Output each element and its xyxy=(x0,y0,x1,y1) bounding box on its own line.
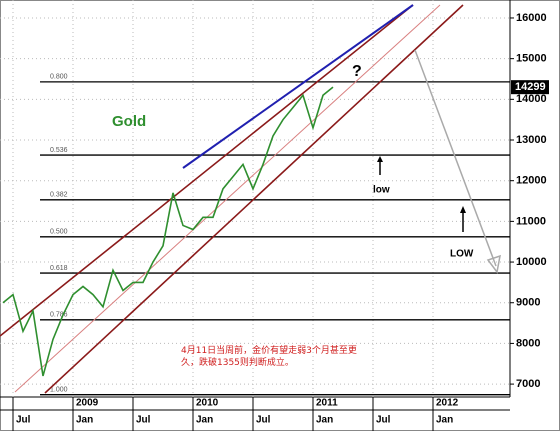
x-tick-label: Jul xyxy=(136,415,151,426)
level-label: 0.500 xyxy=(50,229,68,236)
level-label: 0.382 xyxy=(50,192,68,199)
forecast-arrow xyxy=(414,49,497,267)
plot-layer xyxy=(2,86,334,377)
x-tick-label: Jul xyxy=(376,415,391,426)
resistance-line xyxy=(182,4,414,169)
low-label: LOW xyxy=(450,249,474,260)
grid-layer xyxy=(0,0,510,397)
x-tick-label: Jul xyxy=(16,415,31,426)
series-label: Gold xyxy=(112,113,146,130)
year-label: 2012 xyxy=(436,398,459,409)
x-tick-label: Jul xyxy=(256,415,271,426)
low-label: low xyxy=(373,185,390,196)
y-tick-label: 15000 xyxy=(516,53,547,65)
note: 4月11日当周前，金价有望走弱3个月甚至更久，跌破1355则判断成立。 xyxy=(181,346,357,368)
last-price-label: 14299 xyxy=(515,81,546,93)
channel-middle xyxy=(14,4,441,393)
x-tick-label: Jan xyxy=(316,415,333,426)
y-tick-label: 8000 xyxy=(516,337,540,349)
year-label: 2009 xyxy=(76,398,99,409)
level-layer: 0.800 0.536 0.382 0.500 0.618 0.786 1.000 xyxy=(40,74,510,396)
year-label: 2011 xyxy=(316,398,338,409)
y-tick-label: 7000 xyxy=(516,378,540,390)
level-label: 0.618 xyxy=(50,265,68,272)
level-label: 1.000 xyxy=(50,387,68,394)
y-tick-label: 16000 xyxy=(516,12,547,24)
channel-upper xyxy=(0,4,414,337)
y-tick-label: 9000 xyxy=(516,297,540,309)
x-tick-label: Jan xyxy=(436,415,453,426)
low-arrow-head xyxy=(460,206,466,213)
y-tick-label: 10000 xyxy=(516,256,547,268)
low-arrow-head xyxy=(377,156,383,162)
y-tick-label: 13000 xyxy=(516,134,547,146)
level-label: 0.786 xyxy=(50,312,68,319)
channel-lower xyxy=(44,4,464,394)
level-label: 0.800 xyxy=(50,74,68,81)
question-mark: ? xyxy=(352,63,362,80)
y-tick-label: 11000 xyxy=(516,215,546,227)
x-tick-label: Jan xyxy=(196,415,213,426)
year-label: 2010 xyxy=(196,398,219,409)
forecast-arrow-head xyxy=(486,254,501,274)
y-tick-label: 12000 xyxy=(516,175,547,187)
last-price-tag xyxy=(511,80,549,95)
price-line xyxy=(2,86,334,377)
level-label: 0.536 xyxy=(50,147,68,154)
note-box: 4月11日当周前，金价有望走弱3个月甚至更久，跌破1355则判断成立。 xyxy=(181,346,357,368)
x-tick-label: Jan xyxy=(76,415,93,426)
y-tick-label: 14000 xyxy=(516,93,547,105)
